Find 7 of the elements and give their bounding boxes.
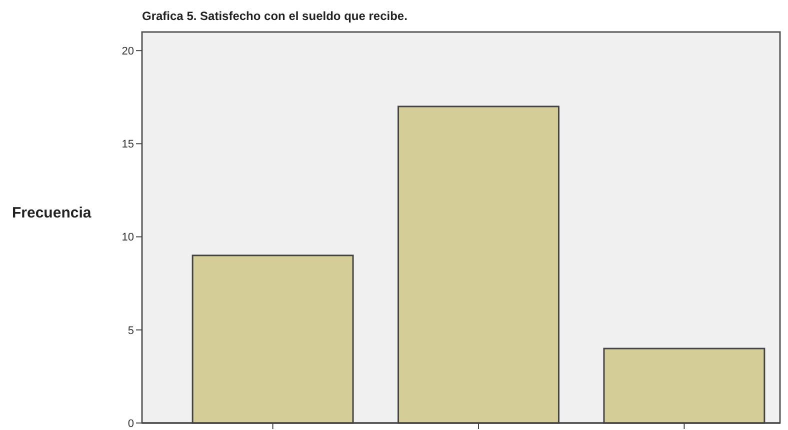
- chart-title: Grafica 5. Satisfecho con el sueldo que recibe.: [142, 9, 408, 23]
- y-tick-label: 0: [128, 418, 134, 430]
- y-tick-label: 10: [122, 232, 134, 244]
- y-tick-label: 15: [122, 138, 134, 151]
- y-axis-title: Frecuencia: [12, 204, 92, 222]
- y-tick-label: 5: [128, 324, 134, 337]
- y-tick-label: 20: [122, 45, 134, 58]
